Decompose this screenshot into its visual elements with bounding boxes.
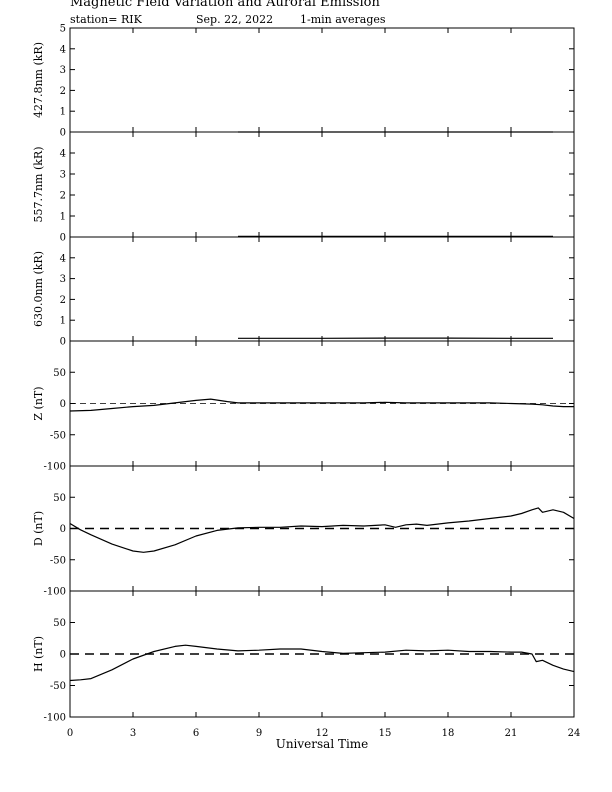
panel-4: -100 -50 0 50 Z (nT): [32, 340, 575, 473]
y-tick-label: -100: [44, 713, 66, 724]
y-tick-label: 5: [60, 24, 66, 35]
series-line-6-1: [69, 644, 575, 682]
x-tick-label: 18: [442, 728, 455, 739]
series-line-4-1: [69, 398, 574, 412]
y-axis-label: 557.7nm (kR): [32, 146, 45, 222]
date-label: Sep. 22, 2022: [196, 13, 274, 26]
chart-title: Magnetic Field Variation and Auroral Emi…: [70, 0, 380, 10]
station-label: station= RIK: [70, 13, 142, 26]
panel-frame: [69, 27, 575, 133]
y-tick-label: 50: [53, 493, 66, 504]
y-tick-label: 2: [60, 86, 66, 97]
x-tick-label: 24: [568, 728, 581, 739]
y-tick-label: 2: [60, 295, 66, 306]
panel-5: -100 -50 0 50 D (nT): [32, 465, 575, 598]
y-tick-label: 50: [53, 618, 66, 629]
y-tick-label: 3: [60, 170, 66, 181]
y-tick-label: -100: [44, 587, 66, 598]
x-axis: 0 3 6 9 12 15 18 21 24 Universal Time: [67, 728, 581, 751]
y-tick-label: 0: [60, 524, 66, 535]
panels: 0 1 2 3 4 5 427.8nm (kR) 0 1 2 3 4 557.7nm (kR) 0 1 2 3 4…: [32, 24, 575, 724]
chart-header: Magnetic Field Variation and Auroral Emi…: [0, 0, 612, 30]
y-tick-label: -100: [44, 462, 66, 473]
y-tick-label: 0: [60, 399, 66, 410]
panel-frame: [69, 131, 575, 238]
x-tick-label: 15: [379, 728, 392, 739]
x-axis-label: Universal Time: [276, 737, 369, 751]
y-tick-label: 3: [60, 65, 66, 76]
x-tick-label: 9: [256, 728, 262, 739]
y-tick-label: -50: [50, 681, 66, 692]
panel-6: -100 -50 0 50 H (nT): [32, 590, 575, 724]
y-tick-label: 1: [60, 316, 66, 327]
y-tick-label: 0: [60, 233, 66, 244]
series-line-5-1: [69, 507, 575, 553]
y-tick-label: 0: [60, 650, 66, 661]
x-tick-label: 6: [193, 728, 199, 739]
y-tick-label: -50: [50, 555, 66, 566]
y-axis-label: D (nT): [32, 511, 45, 546]
x-tick-label: 21: [505, 728, 518, 739]
y-tick-label: 2: [60, 191, 66, 202]
y-axis-label: H (nT): [32, 636, 45, 672]
y-tick-label: 1: [60, 212, 66, 223]
y-axis-label: Z (nT): [32, 386, 45, 420]
panel-2: 0 1 2 3 4 557.7nm (kR): [32, 131, 575, 244]
y-tick-label: 3: [60, 274, 66, 285]
y-tick-label: 1: [60, 107, 66, 118]
y-tick-label: 4: [60, 253, 66, 264]
x-tick-label: 0: [67, 728, 73, 739]
y-axis-label: 630.0nm (kR): [32, 251, 45, 327]
y-tick-label: 4: [60, 44, 66, 55]
y-tick-label: 4: [60, 149, 66, 160]
panel-1: 0 1 2 3 4 5 427.8nm (kR): [32, 24, 575, 139]
x-tick-label: 3: [130, 728, 136, 739]
y-tick-label: 0: [60, 128, 66, 139]
panel-frame: [69, 236, 575, 342]
panel-3: 0 1 2 3 4 630.0nm (kR): [32, 236, 575, 348]
y-tick-label: 50: [53, 368, 66, 379]
y-axis-label: 427.8nm (kR): [32, 42, 45, 118]
y-tick-label: 0: [60, 337, 66, 348]
y-tick-label: -50: [50, 430, 66, 441]
averaging-label: 1-min averages: [300, 13, 386, 26]
x-tick-label: 12: [316, 728, 329, 739]
